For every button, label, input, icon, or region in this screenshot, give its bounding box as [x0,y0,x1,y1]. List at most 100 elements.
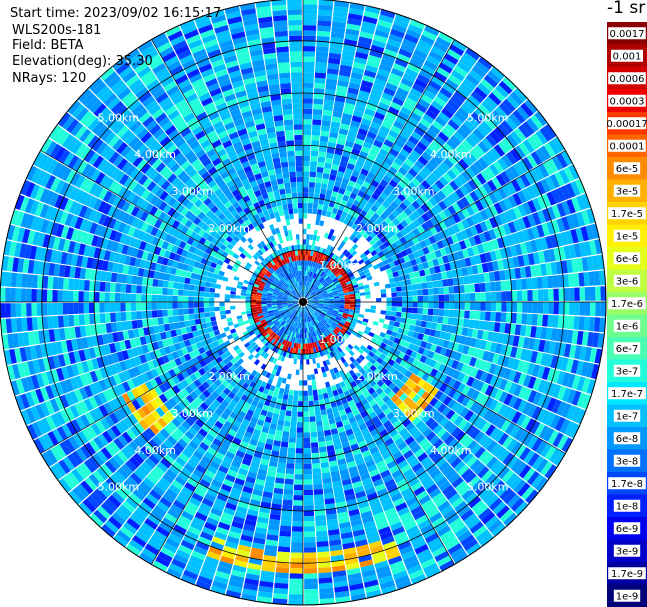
beta-cell [303,307,305,313]
beta-cell [126,320,133,330]
beta-cell [35,373,45,388]
beta-cell [507,357,515,369]
beta-cell [392,326,399,333]
beta-cell [573,243,582,258]
beta-cell [260,363,267,370]
beta-cell [313,368,319,375]
beta-cell [340,414,348,422]
beta-cell [63,315,70,328]
beta-cell [494,446,506,459]
beta-cell [71,450,84,465]
beta-cell [269,331,275,337]
beta-cell [205,433,215,443]
beta-cell [305,244,309,250]
beta-cell [360,274,367,280]
beta-cell [340,240,346,247]
beta-cell [19,347,28,362]
beta-cell [449,412,460,423]
beta-cell [512,192,523,206]
beta-cell [303,489,314,496]
beta-cell [329,326,335,332]
beta-cell [183,407,193,417]
beta-cell [545,262,553,276]
beta-cell [546,397,557,412]
beta-cell [328,534,341,541]
beta-cell [320,271,325,277]
beta-cell [303,448,311,454]
beta-cell [405,559,420,570]
beta-cell [280,355,286,362]
beta-cell [293,321,297,327]
beta-cell [219,306,226,311]
beta-cell [84,442,96,456]
beta-cell [103,344,112,355]
beta-cell [506,234,515,246]
beta-cell [360,510,373,519]
beta-cell [154,376,163,386]
beta-cell [522,121,535,136]
beta-cell [310,337,314,343]
beta-cell [316,172,323,179]
beta-cell [185,326,192,334]
beta-cell [342,194,350,202]
beta-cell [401,346,408,354]
beta-cell [239,336,246,342]
beta-cell [395,410,405,420]
beta-cell [355,160,364,169]
beta-cell [324,330,330,336]
beta-cell [331,116,342,123]
beta-cell [351,170,360,178]
beta-cell [188,296,194,302]
beta-cell [412,367,421,376]
beta-cell [558,302,565,315]
beta-cell [69,377,79,390]
beta-cell [315,329,320,336]
beta-cell [386,306,392,311]
beta-cell [395,239,403,247]
beta-cell [312,250,317,257]
beta-cell [404,172,415,182]
beta-cell [284,309,290,313]
beta-cell [400,317,407,324]
beta-cell [237,544,251,553]
beta-cell [472,525,488,538]
beta-cell [243,583,259,591]
beta-cell [303,145,311,151]
beta-cell [334,496,346,504]
beta-cell [10,318,18,333]
beta-cell [288,306,294,310]
beta-cell [373,253,380,260]
beta-cell [540,178,551,193]
beta-cell [418,410,428,420]
beta-cell [344,102,355,110]
beta-cell [344,33,359,42]
beta-cell [377,68,390,78]
beta-cell [550,262,558,275]
beta-cell [152,358,160,368]
beta-cell [181,347,189,356]
beta-cell [307,311,311,317]
beta-cell [191,436,202,446]
beta-cell [145,402,156,413]
beta-cell [204,451,215,461]
beta-cell [180,388,190,398]
beta-cell [417,289,423,296]
beta-cell [459,185,469,196]
beta-cell [154,386,163,396]
beta-cell [292,406,298,412]
beta-cell [228,492,240,501]
beta-cell [183,314,190,321]
beta-cell [408,412,418,422]
beta-cell [306,265,309,271]
beta-cell [303,422,310,428]
beta-cell [431,75,445,87]
beta-cell [508,208,518,221]
beta-cell [147,318,154,327]
beta-cell [545,354,554,368]
beta-cell [167,302,173,310]
beta-cell [120,283,127,293]
beta-cell [397,506,410,517]
beta-cell [256,304,262,307]
beta-cell [303,395,309,402]
beta-cell [313,347,317,354]
